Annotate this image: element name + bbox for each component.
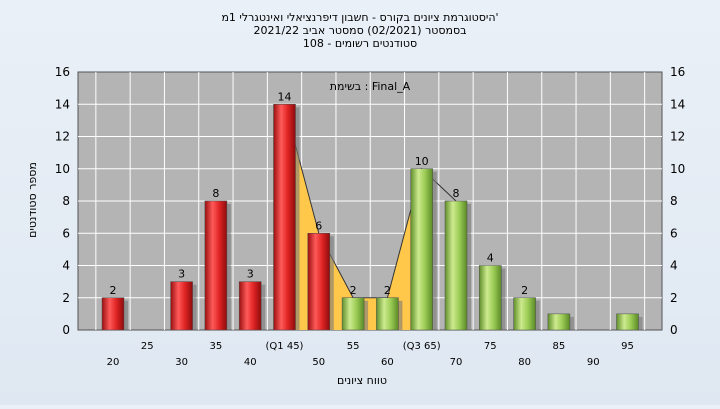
bar-value-label: 3 [178,268,185,281]
bar-value-label: 4 [487,252,494,265]
y-tick-left: 12 [55,130,70,144]
y-tick-right: 14 [670,97,685,111]
y-tick-left: 4 [62,259,70,273]
x-tick-label: (Q1 45) [266,341,304,352]
y-tick-left: 0 [62,323,70,337]
y-tick-left: 6 [62,226,70,240]
bar-value-label: 2 [110,284,117,297]
bar-35 [204,200,228,331]
bar-Q145 [273,104,296,331]
y-tick-right: 2 [670,291,678,305]
x-tick-label: 50 [312,357,325,368]
bar-80 [513,297,536,331]
x-tick-label: 40 [244,357,257,368]
title-line-3: סטודנטים רשומים - 108 [303,37,417,50]
x-tick-label: 95 [621,341,634,352]
chart-annotation: בשימת : Final_A [330,80,411,93]
bar-value-label: 2 [350,284,357,297]
bar-55 [341,297,365,331]
bar-value-label: 14 [278,90,292,103]
title-line-1: היסטוגרמת ציונים בקורס - חשבון דיפרנציאל… [221,11,498,24]
bar-value-label: 3 [247,268,254,281]
bar-50 [307,233,331,331]
grid-layer [78,72,662,330]
y-tick-left: 10 [55,162,70,176]
bar-value-label: 8 [212,187,219,200]
bar-40 [238,281,262,331]
x-tick-label: 55 [347,341,360,352]
bar-value-label: 2 [384,284,391,297]
y-tick-right: 12 [670,130,685,144]
y-tick-right: 16 [670,65,685,79]
axis-layer: 0 0 2 2 4 4 6 6 8 8 10 10 12 12 14 14 16 16 20 25 30 35 40 (Q1 … [55,65,686,368]
bar-60 [376,297,399,331]
y-tick-right: 6 [670,226,678,240]
x-axis-title: טווח ציונים [337,374,387,387]
x-tick-label: 60 [381,357,394,368]
x-tick-label: 35 [210,341,223,352]
bar-value-label: 10 [415,155,429,168]
title-line-2: בסמסטר (02/2021) סמסטר אביב 2021/22 [253,24,466,37]
x-tick-label: 80 [518,357,531,368]
bar-layer: 2 3 8 3 14 6 2 2 10 8 4 2 [101,90,643,331]
x-tick-label: 30 [175,357,188,368]
x-tick-label: 85 [553,341,566,352]
y-tick-left: 2 [62,291,70,305]
bar-value-label: 6 [315,219,322,232]
y-tick-right: 8 [670,194,678,208]
chart-title: היסטוגרמת ציונים בקורס - חשבון דיפרנציאל… [221,11,498,50]
x-tick-label: 25 [141,341,154,352]
x-tick-label: (Q3 65) [403,341,441,352]
bar-95 [616,313,639,331]
y-tick-right: 10 [670,162,685,176]
x-tick-label: 75 [484,341,497,352]
bar-75 [479,265,502,331]
y-tick-left: 8 [62,194,70,208]
y-tick-right: 0 [670,323,678,337]
y-tick-right: 4 [670,259,678,273]
bar-value-label: 8 [453,187,460,200]
y-axis-title: מספר סטודנטים [26,162,39,238]
bar-70 [444,200,468,331]
bar-30 [170,281,193,331]
bar-85 [547,313,571,331]
x-tick-label: 70 [450,357,463,368]
bar-Q365 [410,168,433,331]
x-tick-label: 20 [107,357,120,368]
bar-20 [101,297,125,331]
bar-value-label: 2 [521,284,528,297]
x-tick-label: 90 [587,357,600,368]
y-tick-left: 14 [55,97,70,111]
y-tick-left: 16 [55,65,70,79]
